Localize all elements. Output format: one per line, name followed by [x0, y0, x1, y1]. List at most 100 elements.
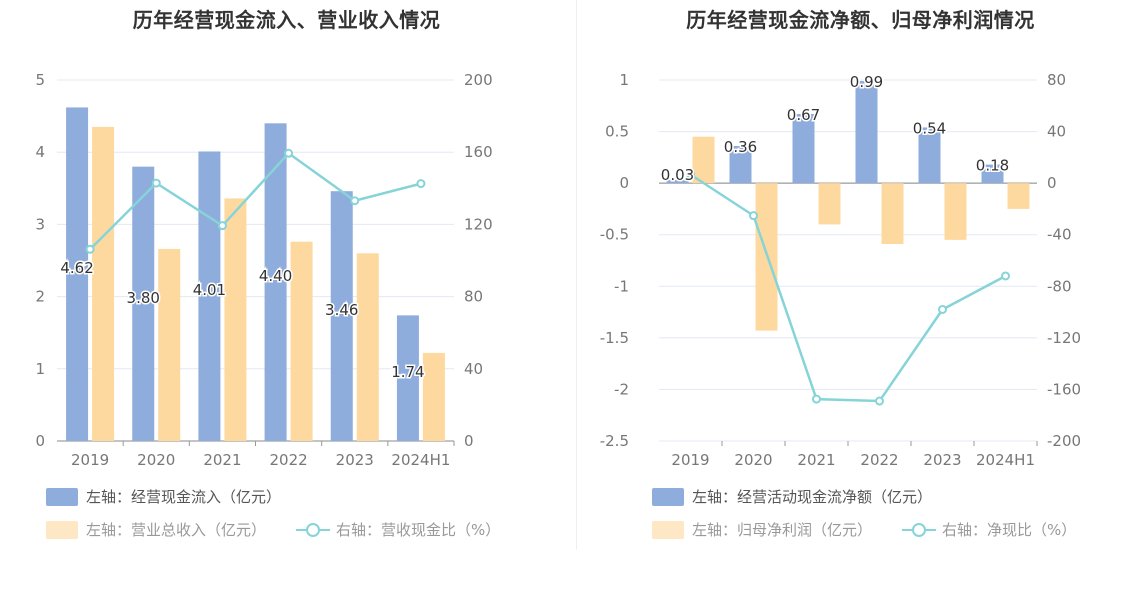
y-right-tick-label: 0	[464, 432, 474, 450]
legend-label: 右轴：营收现金比（%）	[336, 521, 501, 539]
x-tick-label: 2020	[734, 451, 772, 469]
legend-item-revenue[interactable]: 左轴：营业总收入（亿元）	[46, 519, 266, 540]
bar-blue	[396, 315, 419, 441]
y-left-tick-label: 4	[35, 143, 45, 161]
line-point	[416, 179, 426, 189]
y-left-tick-label: -1	[614, 277, 629, 295]
y-left-tick-label: 1	[35, 360, 45, 378]
bar-data-label: 0.67	[787, 106, 820, 124]
legend-item-net-profit[interactable]: 左轴：归母净利润（亿元）	[652, 519, 872, 540]
line-point	[85, 244, 95, 254]
y-left-tick-label: 0.5	[605, 123, 629, 141]
y-right-tick-label: -120	[1047, 329, 1081, 347]
x-tick-label: 2022	[860, 451, 898, 469]
line-point	[284, 148, 294, 158]
line-point	[151, 178, 161, 188]
x-tick-label: 2024H1	[976, 451, 1035, 469]
legend-label: 右轴：净现比（%）	[942, 521, 1077, 539]
y-right-tick-label: 40	[464, 360, 483, 378]
bar-data-label: 3.46	[325, 301, 358, 319]
right-chart-plot: 1 0.5 0 -0.5 -1 -1.5 -2 -2.5 80 40 0 -40 -80 -120 -160…	[600, 71, 1081, 469]
y-right-tick-label: 80	[464, 288, 483, 306]
line-point	[217, 221, 227, 231]
y-left-tick-label: -2.5	[600, 432, 629, 450]
line-point	[875, 396, 884, 406]
left-chart-panel: 历年经营现金流入、营业收入情况 0 1 2 3 4 5 0 40 80 120 160 200 2019…	[0, 0, 573, 560]
y-right-tick-label: 160	[464, 143, 493, 161]
y-left-tick-label: 1	[619, 71, 629, 89]
bar-blue	[330, 191, 353, 441]
panel-divider	[576, 0, 577, 550]
x-tick-label: 2019	[71, 451, 109, 469]
y-right-tick-label: -40	[1047, 226, 1072, 244]
y-right-tick-label: 200	[464, 71, 493, 89]
y-left-tick-label: 5	[35, 71, 45, 89]
x-tick-label: 2021	[203, 451, 241, 469]
right-chart-panel: 历年经营现金流净额、归母净利润情况 1 0.5 0 -0.5 -1 -1.5 -2 -2.5 8…	[574, 0, 1147, 560]
bar-blue	[981, 164, 1004, 184]
y-right-tick-label: 80	[1047, 71, 1066, 89]
legend-item-net-operating-cash[interactable]: 左轴：经营活动现金流净额（亿元）	[652, 486, 932, 507]
line-point	[350, 196, 360, 206]
y-right-tick-label: 120	[464, 215, 493, 233]
bar-data-label: 0.36	[724, 138, 757, 156]
bar-orange	[944, 183, 967, 240]
legend-blue-swatch	[46, 487, 78, 506]
legend-label: 左轴：经营现金流入（亿元）	[86, 488, 282, 506]
bar-blue	[918, 127, 941, 184]
bar-orange	[92, 126, 115, 442]
chart-title: 历年经营现金流入、营业收入情况	[132, 8, 441, 32]
legend-item-net-cash-ratio[interactable]: 右轴：净现比（%）	[902, 519, 1076, 540]
bar-orange	[290, 241, 313, 441]
bar-blue	[666, 180, 689, 184]
y-left-tick-label: 2	[35, 288, 45, 306]
legend-blue-swatch	[652, 487, 684, 506]
bar-data-label: 1.74	[391, 363, 424, 381]
y-right-tick-label: -200	[1047, 432, 1081, 450]
bar-blue	[66, 107, 89, 441]
bar-data-label: 4.62	[60, 259, 93, 277]
bar-blue	[132, 166, 155, 441]
line-point	[749, 211, 758, 221]
x-tick-label: 2022	[269, 451, 307, 469]
bar-data-label: 0.03	[661, 166, 694, 184]
x-tick-label: 2024H1	[391, 451, 450, 469]
y-right-tick-label: -160	[1047, 380, 1081, 398]
bar-orange	[158, 248, 181, 441]
bar-data-label: 0.18	[976, 157, 1009, 175]
bar-blue	[729, 146, 752, 184]
x-tick-label: 2023	[336, 451, 374, 469]
line-series-path	[689, 173, 1007, 403]
y-left-tick-label: -2	[614, 380, 629, 398]
chart-title: 历年经营现金流净额、归母净利润情况	[686, 8, 1035, 32]
bar-data-label: 4.40	[259, 267, 292, 285]
y-right-tick-label: 0	[1047, 174, 1057, 192]
bar-blue	[792, 114, 815, 184]
y-left-tick-label: 0	[35, 432, 45, 450]
x-tick-label: 2020	[137, 451, 175, 469]
y-right-tick-label: -80	[1047, 277, 1072, 295]
bar-orange	[881, 183, 904, 244]
left-chart-plot: 0 1 2 3 4 5 0 40 80 120 160 200 2019 2020 2021 2022 2023…	[35, 71, 493, 469]
legend-item-operating-inflow[interactable]: 左轴：经营现金流入（亿元）	[46, 486, 281, 507]
bar-orange	[356, 253, 379, 441]
x-tick-label: 2023	[923, 451, 961, 469]
legend-line-swatch-icon	[902, 522, 936, 537]
bar-orange	[224, 198, 247, 441]
legend-label: 左轴：归母净利润（亿元）	[692, 521, 873, 539]
bar-data-label: 0.54	[913, 119, 946, 137]
legend-label: 左轴：经营活动现金流净额（亿元）	[692, 488, 933, 506]
y-left-tick-label: -0.5	[600, 226, 629, 244]
legend-item-cash-ratio[interactable]: 右轴：营收现金比（%）	[296, 519, 500, 540]
y-left-tick-label: -1.5	[600, 329, 629, 347]
line-point	[1001, 271, 1010, 281]
bar-blue	[264, 123, 287, 441]
bar-data-label: 3.80	[127, 289, 160, 307]
x-tick-label: 2019	[671, 451, 709, 469]
line-point	[938, 304, 947, 314]
bar-orange	[692, 136, 715, 184]
bar-orange	[1007, 183, 1030, 209]
legend-label: 左轴：营业总收入（亿元）	[86, 521, 267, 539]
bar-orange	[818, 183, 841, 225]
legend-line-swatch-icon	[296, 522, 330, 537]
